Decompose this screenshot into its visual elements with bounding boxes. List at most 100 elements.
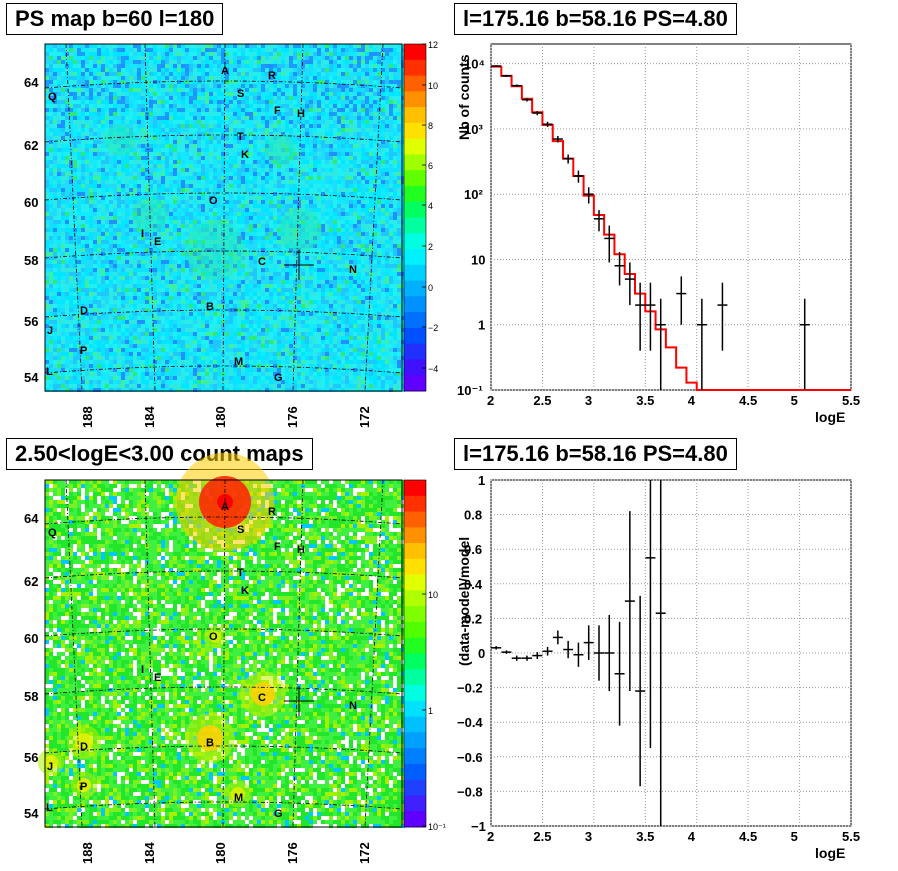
- spectrum-x-tick-label: 5: [791, 393, 798, 408]
- source-label: D: [80, 305, 88, 317]
- lon-tick-label: 172: [357, 406, 372, 428]
- latitude-line: [44, 628, 403, 637]
- count-hotspot: [197, 725, 223, 751]
- latitude-line: [44, 570, 403, 579]
- count-hotspot: [209, 631, 221, 643]
- residual-y-tick-label: −0.6: [457, 750, 483, 765]
- source-label: J: [47, 325, 53, 337]
- residual-y-axis-label: (data-model)/model: [456, 537, 472, 666]
- spectrum-frame: [490, 43, 852, 391]
- colorbar-tick-label: −2: [428, 323, 438, 333]
- colorbar-step: [404, 122, 426, 140]
- colorbar-step: [404, 296, 426, 313]
- count-hotspot: [231, 787, 245, 801]
- source-label: N: [349, 700, 357, 712]
- residual-y-tick-label: 0.6: [464, 542, 482, 557]
- longitude-line: [65, 43, 83, 392]
- residual-y-tick-label: −0.2: [457, 681, 483, 696]
- lon-tick-label: 188: [80, 842, 95, 864]
- colorbar-tick-label: 0: [428, 283, 433, 293]
- colorbar-step: [404, 280, 426, 297]
- colorbar-step: [404, 590, 426, 607]
- lon-tick-label: 184: [142, 842, 157, 864]
- colorbar-step: [404, 343, 426, 360]
- residual-x-tick-label: 2.5: [533, 829, 551, 844]
- residual-x-axis-label: logE: [815, 845, 845, 861]
- lat-tick-label: 62: [24, 138, 38, 153]
- longitude-line: [292, 43, 304, 392]
- spectrum-x-tick-label: 3.5: [636, 393, 654, 408]
- residual-x-tick-label: 4: [688, 829, 696, 844]
- lon-tick-label: 180: [213, 406, 228, 428]
- lat-tick-label: 62: [24, 574, 38, 589]
- count-map-title: 2.50<logE<3.00 count maps: [6, 438, 313, 470]
- lat-tick-label: 58: [24, 689, 38, 704]
- source-label: R: [268, 506, 276, 518]
- colorbar-step: [404, 480, 426, 497]
- lon-tick-label: 176: [285, 406, 300, 428]
- source-label: M: [234, 356, 243, 368]
- graticule: [44, 479, 403, 828]
- colorbar-tick-label: 2: [428, 242, 433, 252]
- residual-y-tick-label: 0.8: [464, 508, 482, 523]
- longitude-line: [144, 479, 156, 828]
- colorbar-tick-label: 1: [428, 706, 433, 716]
- source-label: S: [237, 524, 244, 536]
- spectrum-title: l=175.16 b=58.16 PS=4.80: [454, 3, 737, 35]
- residual-x-tick-label: 2: [487, 829, 494, 844]
- spectrum-x-tick-label: 2.5: [533, 393, 551, 408]
- longitude-line: [144, 43, 156, 392]
- source-label: G: [274, 808, 283, 820]
- lat-tick-label: 64: [24, 75, 39, 90]
- map-frame: [44, 43, 403, 392]
- source-label: B: [206, 737, 214, 749]
- residual-title: l=175.16 b=58.16 PS=4.80: [454, 438, 737, 470]
- colorbar-frame: [403, 43, 427, 392]
- colorbar-tick-label: 10: [428, 81, 438, 91]
- residual-x-tick-label: 3: [585, 829, 592, 844]
- latitude-line: [44, 801, 403, 810]
- source-label: L: [46, 366, 53, 378]
- longitude-line: [65, 479, 83, 828]
- residual-y-tick-label: −0.4: [457, 715, 483, 730]
- count-hotspot: [251, 682, 275, 706]
- latitude-line: [44, 134, 403, 143]
- source-label: A: [221, 65, 229, 77]
- source-label: N: [349, 264, 357, 276]
- colorbar-step: [404, 495, 426, 513]
- source-label: B: [206, 301, 214, 313]
- lat-tick-label: 64: [24, 511, 39, 526]
- source-label: I: [141, 228, 144, 240]
- colorbar-step: [404, 637, 426, 654]
- source-label: Q: [48, 527, 57, 539]
- colorbar-step: [404, 264, 426, 282]
- colorbar-step: [404, 543, 426, 560]
- colorbar-tick-label: 10⁻¹: [428, 822, 446, 832]
- latitude-line: [44, 309, 403, 318]
- spectrum-x-tick-label: 2: [487, 393, 494, 408]
- residual-x-tick-label: 3.5: [636, 829, 654, 844]
- lon-tick-label: 172: [357, 842, 372, 864]
- colorbar-step: [404, 606, 426, 623]
- spectrum-x-tick-label: 5.5: [842, 393, 860, 408]
- source-label: R: [268, 70, 276, 82]
- source-label: K: [241, 585, 249, 597]
- colorbar-step: [404, 511, 426, 528]
- ps-map-patch: [185, 220, 245, 280]
- colorbar-tick-label: 10: [428, 590, 438, 600]
- graticule: [44, 43, 403, 392]
- colorbar-step: [404, 359, 426, 376]
- source-label: P: [80, 345, 87, 357]
- colorbar-step: [404, 748, 426, 765]
- source-label: A: [221, 501, 229, 513]
- latitude-line: [44, 686, 403, 695]
- lat-tick-label: 58: [24, 253, 38, 268]
- longitude-line: [364, 479, 384, 828]
- spectrum-y-tick-label: 10: [471, 252, 485, 267]
- lon-tick-label: 184: [142, 406, 157, 428]
- colorbar-step: [404, 763, 426, 781]
- ps-map-patch: [104, 124, 136, 156]
- colorbar-step: [404, 312, 426, 329]
- latitude-line: [44, 365, 403, 374]
